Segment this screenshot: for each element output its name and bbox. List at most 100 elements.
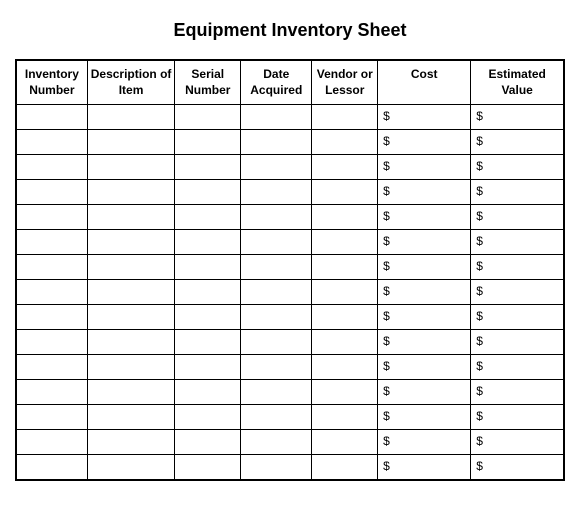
cell-inventory_number (16, 180, 87, 205)
cell-serial (175, 280, 241, 305)
cell-date (241, 405, 312, 430)
cell-vendor (312, 205, 378, 230)
cell-serial (175, 255, 241, 280)
cell-serial (175, 130, 241, 155)
cell-value: $ (471, 330, 564, 355)
cell-serial (175, 305, 241, 330)
cell-vendor (312, 130, 378, 155)
cell-serial (175, 105, 241, 130)
cell-inventory_number (16, 355, 87, 380)
cell-date (241, 280, 312, 305)
cell-value: $ (471, 130, 564, 155)
table-row: $$ (16, 230, 564, 255)
cell-value: $ (471, 105, 564, 130)
cell-description (87, 330, 175, 355)
cell-inventory_number (16, 455, 87, 480)
cell-description (87, 380, 175, 405)
cell-value: $ (471, 355, 564, 380)
cell-serial (175, 180, 241, 205)
cell-description (87, 455, 175, 480)
cell-value: $ (471, 430, 564, 455)
column-header-value: Estimated Value (471, 60, 564, 105)
cell-description (87, 430, 175, 455)
cell-date (241, 105, 312, 130)
cell-cost: $ (378, 305, 471, 330)
table-row: $$ (16, 205, 564, 230)
cell-date (241, 330, 312, 355)
cell-cost: $ (378, 380, 471, 405)
cell-date (241, 305, 312, 330)
cell-date (241, 230, 312, 255)
cell-serial (175, 405, 241, 430)
cell-value: $ (471, 280, 564, 305)
cell-cost: $ (378, 230, 471, 255)
cell-cost: $ (378, 280, 471, 305)
cell-date (241, 430, 312, 455)
cell-value: $ (471, 230, 564, 255)
cell-value: $ (471, 380, 564, 405)
cell-inventory_number (16, 105, 87, 130)
cell-description (87, 230, 175, 255)
cell-cost: $ (378, 155, 471, 180)
cell-date (241, 455, 312, 480)
cell-date (241, 355, 312, 380)
cell-inventory_number (16, 205, 87, 230)
table-row: $$ (16, 255, 564, 280)
sheet-title: Equipment Inventory Sheet (15, 20, 565, 41)
cell-description (87, 205, 175, 230)
table-row: $$ (16, 330, 564, 355)
cell-inventory_number (16, 130, 87, 155)
cell-date (241, 155, 312, 180)
cell-cost: $ (378, 255, 471, 280)
column-header-cost: Cost (378, 60, 471, 105)
cell-inventory_number (16, 155, 87, 180)
cell-vendor (312, 355, 378, 380)
cell-date (241, 180, 312, 205)
cell-value: $ (471, 405, 564, 430)
cell-inventory_number (16, 230, 87, 255)
cell-inventory_number (16, 305, 87, 330)
cell-value: $ (471, 155, 564, 180)
table-row: $$ (16, 405, 564, 430)
inventory-table: Inventory NumberDescription of ItemSeria… (15, 59, 565, 481)
cell-inventory_number (16, 280, 87, 305)
table-row: $$ (16, 280, 564, 305)
cell-cost: $ (378, 130, 471, 155)
cell-vendor (312, 105, 378, 130)
cell-inventory_number (16, 380, 87, 405)
cell-serial (175, 155, 241, 180)
cell-date (241, 255, 312, 280)
table-header: Inventory NumberDescription of ItemSeria… (16, 60, 564, 105)
cell-description (87, 305, 175, 330)
cell-value: $ (471, 305, 564, 330)
cell-serial (175, 380, 241, 405)
cell-description (87, 155, 175, 180)
cell-vendor (312, 230, 378, 255)
cell-vendor (312, 405, 378, 430)
table-row: $$ (16, 130, 564, 155)
cell-description (87, 280, 175, 305)
cell-date (241, 205, 312, 230)
cell-cost: $ (378, 430, 471, 455)
cell-cost: $ (378, 180, 471, 205)
cell-vendor (312, 455, 378, 480)
cell-vendor (312, 280, 378, 305)
cell-date (241, 380, 312, 405)
table-row: $$ (16, 355, 564, 380)
table-body: $$$$$$$$$$$$$$$$$$$$$$$$$$$$$$ (16, 105, 564, 480)
cell-description (87, 405, 175, 430)
table-row: $$ (16, 305, 564, 330)
cell-value: $ (471, 455, 564, 480)
cell-serial (175, 430, 241, 455)
cell-description (87, 255, 175, 280)
cell-description (87, 105, 175, 130)
cell-cost: $ (378, 355, 471, 380)
cell-inventory_number (16, 430, 87, 455)
table-row: $$ (16, 180, 564, 205)
cell-vendor (312, 330, 378, 355)
table-row: $$ (16, 105, 564, 130)
cell-serial (175, 455, 241, 480)
column-header-date: Date Acquired (241, 60, 312, 105)
column-header-serial: Serial Number (175, 60, 241, 105)
table-row: $$ (16, 380, 564, 405)
